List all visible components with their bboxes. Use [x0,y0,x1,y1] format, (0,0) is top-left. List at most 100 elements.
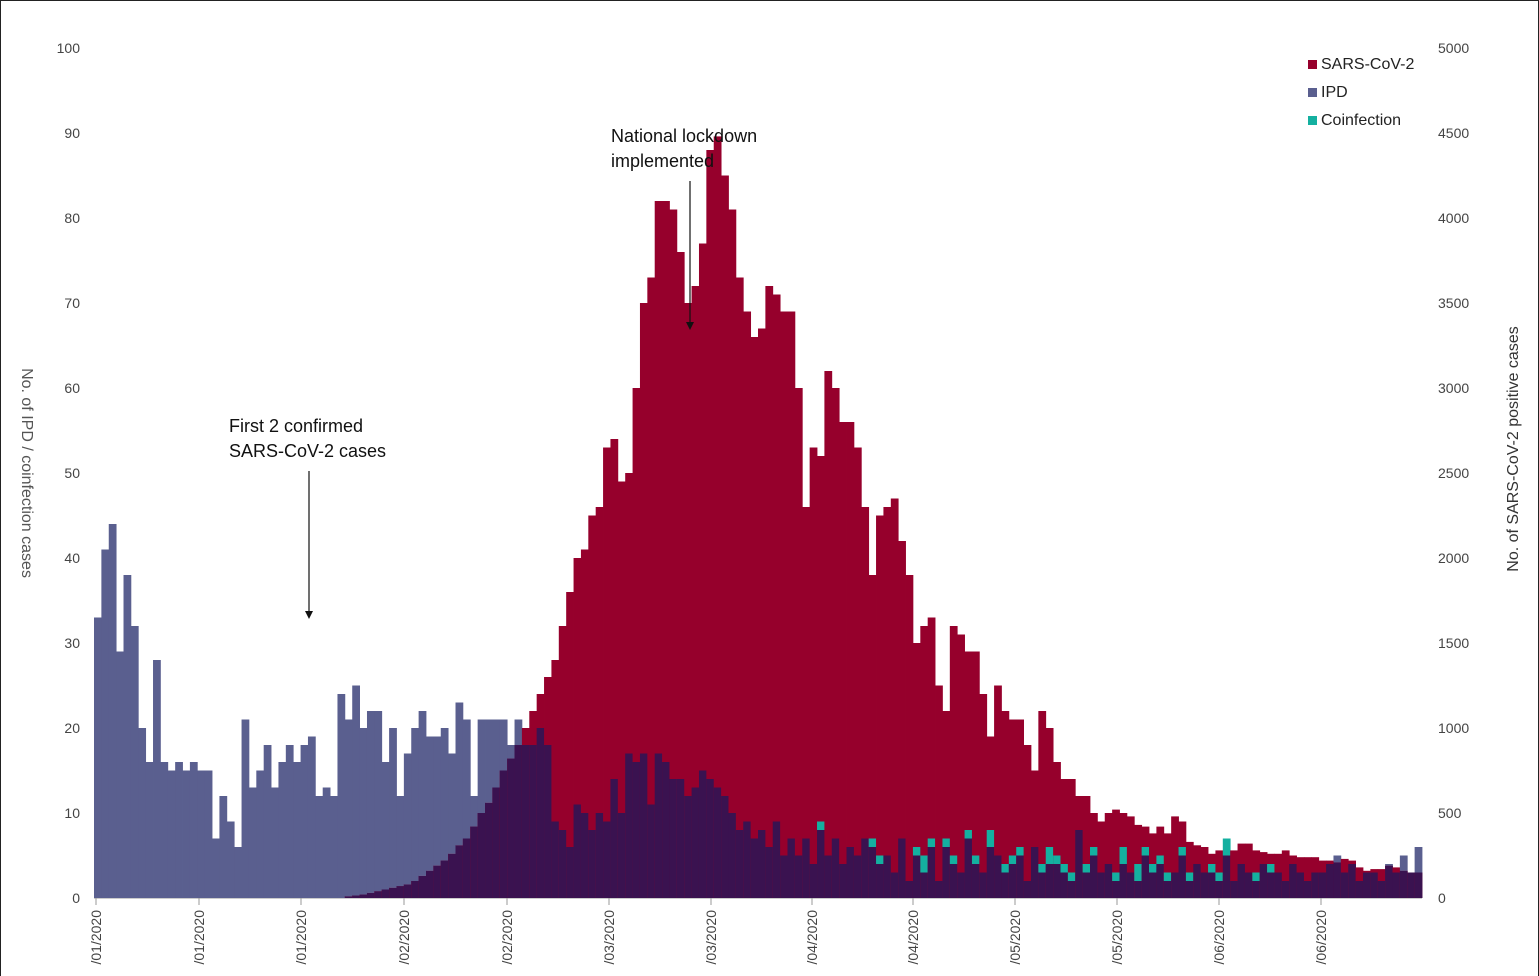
ipd-bar [920,872,929,898]
coinfection-bar [1141,847,1150,856]
ipd-bar-overlap [366,892,375,898]
ipd-bar-overlap [389,887,397,898]
ipd-bar [285,745,294,898]
annotation-arrow-head [305,611,313,619]
bars-group [94,136,1423,898]
ipd-bar [809,864,818,898]
coinfection-bar [1060,864,1069,873]
sars-bar [809,447,818,898]
ipd-bar [529,745,538,898]
coinfection-bar [949,855,958,864]
ipd-bar-overlap [374,891,383,898]
sars-bar [721,175,729,898]
ipd-bar [477,719,486,813]
ipd-bar [234,847,242,898]
sars-bar [625,473,633,898]
ipd-bar [639,753,648,898]
sars-bar [890,498,899,898]
ipd-bar [514,719,523,745]
sars-bar [566,592,574,898]
ipd-bar [293,762,301,898]
ipd-bar [802,838,811,898]
sars-bar [898,541,906,898]
ipd-bar [728,813,737,898]
ipd-bar [603,821,611,898]
ipd-bar [625,753,633,898]
sars-bar [994,685,1002,898]
ipd-bar [839,864,847,898]
ipd-bar [1126,872,1135,898]
ipd-bar [787,838,796,898]
ipd-bar [507,745,515,759]
y-left-tick-label: 70 [64,295,80,311]
coinfection-bar [1134,864,1143,881]
ipd-bar [1237,864,1246,898]
ipd-bar [1252,881,1261,898]
ipd-bar [1303,881,1312,898]
ipd-bar [241,719,250,898]
ipd-bar [1392,872,1401,898]
ipd-bar-overlap [470,826,479,898]
ipd-bar [536,728,545,898]
ipd-bar [824,855,833,898]
coinfection-bar [1178,847,1187,856]
coinfection-bar [1163,872,1172,881]
ipd-bar [1259,864,1268,898]
y-left-tick-label: 30 [64,635,80,651]
ipd-bar-overlap [448,853,456,898]
ipd-bar [1340,872,1349,898]
ipd-bar [1244,872,1253,898]
ipd-bar [1082,872,1091,898]
ipd-bar [263,745,272,898]
ipd-bar [1163,881,1172,898]
ipd-bar [330,796,338,898]
ipd-bar [1385,864,1393,866]
ipd-bar [957,872,965,898]
ipd-bar [300,745,309,898]
ipd-bar [1016,855,1024,898]
sars-bar [1134,824,1143,898]
ipd-bar-overlap [455,845,464,898]
sars-bar [654,201,663,898]
x-tick-label: /01/2020 [88,910,104,965]
sars-bar [662,201,670,898]
ipd-bar [573,804,582,898]
ipd-bar [1377,881,1386,898]
sars-bar [1244,843,1253,898]
sars-bar [1112,809,1120,898]
y-left-tick-label: 20 [64,720,80,736]
sars-bar [920,626,929,898]
ipd-bar [580,813,589,898]
ipd-bar [167,770,176,898]
y-left-tick-label: 60 [64,380,80,396]
ipd-bar [588,830,597,898]
ipd-bar-overlap [1222,855,1231,898]
ipd-bar [322,787,331,898]
legend-swatch [1308,60,1317,69]
ipd-bar [411,728,420,881]
ipd-bar [212,838,220,898]
ipd-bar [684,796,692,898]
x-tick-label: /06/2020 [1313,910,1329,965]
annotation-line1: First 2 confirmed [229,416,363,436]
ipd-bar [315,796,324,898]
ipd-bar [1326,864,1334,898]
ipd-bar-overlap [359,894,368,898]
ipd-bar-overlap [514,745,523,898]
ipd-bar [1281,881,1290,898]
coinfection-bar [817,821,825,830]
ipd-bar [846,847,855,898]
ipd-bar-overlap [1399,870,1408,898]
sars-bar [861,507,870,898]
ipd-bar [433,736,442,866]
ipd-bar [396,796,405,887]
y-right-tick-label: 3000 [1438,380,1469,396]
x-tick-label: /04/2020 [804,910,820,965]
sars-bar [765,286,774,898]
ipd-bar [1318,872,1327,898]
ipd-bar [1119,864,1128,898]
ipd-bar [964,838,973,898]
ipd-bar-overlap [344,896,353,898]
y-right-tick-label: 1500 [1438,635,1469,651]
ipd-bar [558,830,567,898]
